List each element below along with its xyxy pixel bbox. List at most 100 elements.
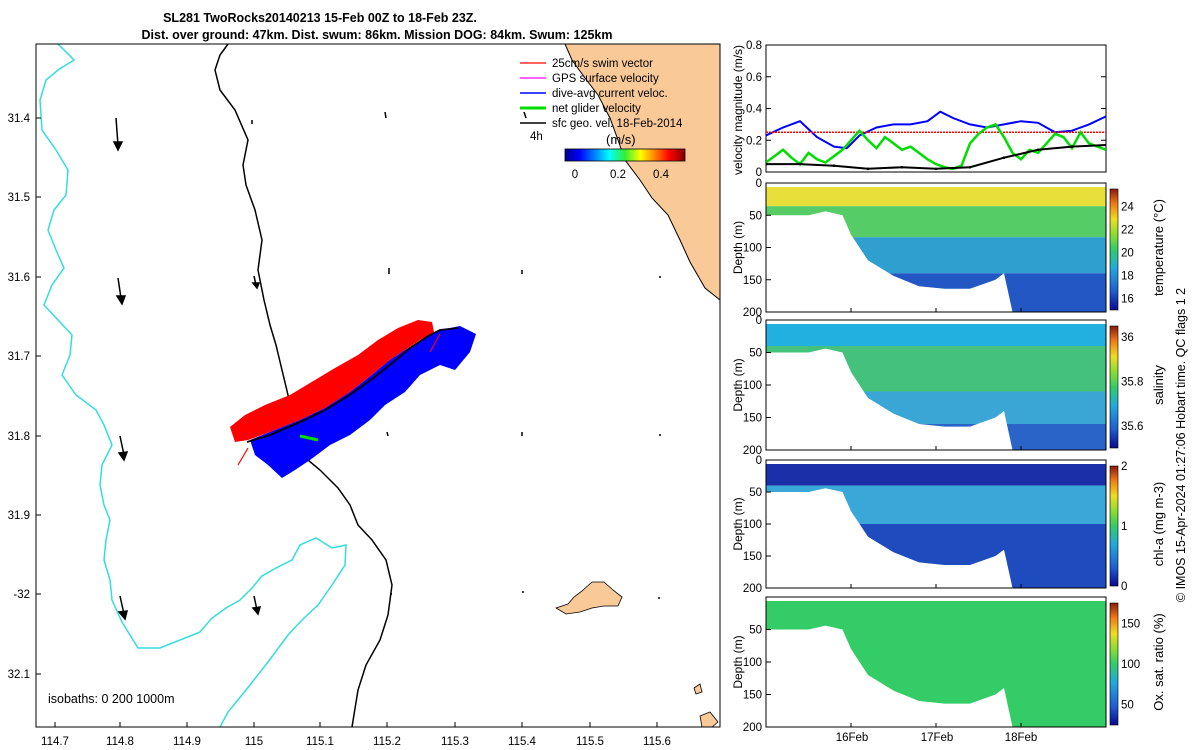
section-colorbar-tick: 150 [1121,618,1140,630]
section-y-tick: 0 [756,315,762,327]
section-band [766,324,1106,346]
velocity-point [1070,145,1074,148]
section-y-tick: 200 [743,583,762,595]
velocity-point [968,165,972,169]
sfc-velocity-arrows [112,111,661,621]
velocity-series-line [766,110,1106,150]
map-lat-tick: 31.5 [8,192,30,204]
section-y-tick: 0 [756,178,762,190]
map-lat-tick: 31.4 [8,113,31,125]
legend-swim-vector: 25cm/s swim vector [552,58,653,70]
map-lon-tick: 114.8 [106,736,134,748]
track-net-velocity-green [299,434,319,442]
section-y-tick: 0 [756,455,762,467]
section-colorbar-tick: 22 [1121,224,1134,236]
section-panel: 0 50 100 150 200 Depth (m) 35.6 35.8 36 salinity [731,315,1166,457]
track-swim-red [230,320,434,442]
section-y-tick: 100 [743,519,762,531]
velocity-y-tick: 0 [756,167,762,179]
x-tick-17feb: 17Feb [921,732,954,744]
section-colorbar [1109,602,1119,726]
isobath-1000m-west [39,44,347,727]
velocity-y-tick: 0.8 [746,40,762,52]
velocity-y-tick: 0.2 [746,135,762,147]
velocity-y-tick: 0.4 [746,104,763,116]
velocity-point [934,167,938,171]
velocity-point [832,164,836,167]
figure-title-line1: SL281 TwoRocks20140213 15-Feb 00Z to 18-… [163,11,477,25]
colorbar-tick-1: 0.2 [610,169,626,181]
velocity-y-tick: 0.6 [746,72,762,84]
map-lon-tick: 115.2 [373,736,401,748]
map-lat-tick: 31.9 [8,510,30,522]
section-y-tick: 50 [749,487,762,499]
section-y-tick: 100 [743,380,762,392]
section-colorbar-tick: 1 [1121,521,1127,533]
track-current-blue [250,326,476,478]
velocity-axis: 0 0.2 0.4 0.6 0.8 [746,40,1106,179]
section-y-tick: 50 [749,210,762,222]
section-ylabel: Depth (m) [731,635,745,688]
map-frame [35,43,721,728]
map-lat-tick: 31.6 [8,272,30,284]
section-colorbar-tick: 18 [1121,270,1134,282]
island-small-2 [699,711,719,727]
section-colorbar-tick: 16 [1121,293,1134,305]
section-ylabel: Depth (m) [731,358,745,411]
map-lon-tick: 115.4 [508,736,537,748]
section-ylabel: Depth (m) [731,221,745,274]
section-colorbar-tick: 50 [1121,700,1134,712]
x-tick-16feb: 16Feb [836,732,869,744]
map-legend: 25cm/s swim vector GPS surface velocity … [520,58,686,181]
track-glider-path [246,327,459,443]
legend-time-step: 4h [530,131,543,143]
section-colorbar [1109,465,1119,587]
section-ylabel: Depth (m) [731,497,745,550]
section-y-tick: 200 [743,445,762,457]
map-lon-tick: 114.7 [41,736,69,748]
speed-colorbar [564,148,686,162]
section-colorbar-tick: 100 [1121,659,1140,671]
velocity-frame [765,44,1107,173]
section-variable-label: chl-a (mg m-3) [1151,482,1166,567]
section-y-tick: 100 [743,657,762,669]
map-lon-tick: 115.5 [576,736,604,748]
section-colorbar-tick: 35.6 [1121,421,1143,433]
island-small-1 [693,683,703,695]
velocity-point [1002,156,1006,160]
velocity-series [766,110,1106,171]
section-variable-label: Ox. sat. ratio (%) [1151,613,1166,711]
section-y-tick: 150 [743,275,762,287]
velocity-point [1036,148,1040,152]
map-lat-tick: -32 [13,589,30,601]
figure-title-line2: Dist. over ground: 47km. Dist. swum: 86k… [142,28,613,42]
section-y-tick: 150 [743,690,762,702]
section-y-tick: 50 [749,348,762,360]
section-colorbar [1109,325,1119,449]
land-mass [564,44,720,301]
section-colorbar [1109,188,1119,311]
velocity-point [900,165,904,169]
legend-sfc-velocity: sfc geo. vel. 18-Feb-2014 [552,118,683,130]
section-colorbar-tick: 36 [1121,332,1134,344]
section-colorbar-tick: 35.8 [1121,376,1143,388]
colorbar-tick-0: 0 [572,169,578,181]
map-lon-tick: 114.9 [173,736,201,748]
section-variable-label: temperature (°C) [1151,199,1166,296]
velocity-point [766,162,768,166]
colorbar-tick-2: 0.4 [653,169,670,181]
section-panel: 50 100 150 200 Depth (m) 50 100 150 Ox. sat. rat… [731,596,1166,734]
x-tick-18feb: 18Feb [1005,732,1038,744]
isobath-label: isobaths: 0 200 1000m [48,692,174,706]
map-lon-tick: 115.1 [306,736,334,748]
map-axis-ticks: 114.7 114.8 114.9 115 115.1 115.2 115.3 115.4 11… [8,113,671,748]
map-panel: 25cm/s swim vector GPS surface velocity … [8,43,721,748]
legend-current-velocity: dive-avg current veloc. [552,88,668,100]
section-colorbar-tick: 2 [1121,461,1127,473]
map-lon-tick: 115.6 [643,736,671,748]
section-colorbar-tick: 20 [1121,247,1134,259]
section-variable-label: salinity [1151,365,1166,405]
velocity-point [1104,143,1106,147]
